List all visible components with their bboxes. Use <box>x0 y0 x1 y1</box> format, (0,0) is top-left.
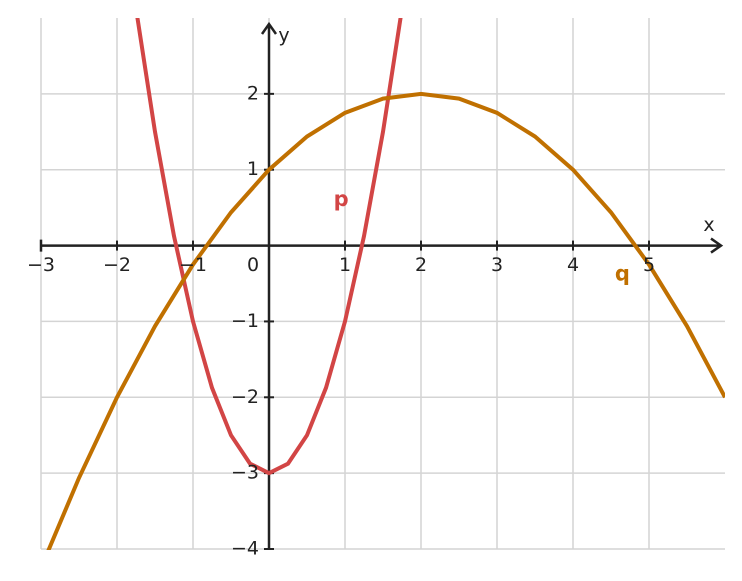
y-tick-label: −3 <box>231 462 259 484</box>
curve <box>135 18 403 476</box>
x-tick-label: 1 <box>339 254 351 276</box>
y-tick-label: −1 <box>231 310 259 332</box>
x-tick-label: −3 <box>27 254 55 276</box>
x-tick-label: −2 <box>103 254 131 276</box>
x-tick-label: 5 <box>643 254 655 276</box>
x-tick-label: 4 <box>567 254 579 276</box>
x-tick-label: 3 <box>491 254 503 276</box>
y-tick-label: −4 <box>231 538 259 560</box>
x-axis <box>39 237 724 254</box>
x-tick-label: 2 <box>415 254 427 276</box>
y-tick-label: 1 <box>247 158 259 180</box>
curve-label: q <box>615 261 630 285</box>
y-tick-label: −2 <box>231 386 259 408</box>
x-tick-label: 0 <box>247 254 259 276</box>
x-axis-label: x <box>703 214 714 236</box>
y-axis <box>260 21 278 549</box>
curve-label: p <box>334 187 349 211</box>
curve <box>46 91 725 550</box>
y-axis-label: y <box>278 25 289 47</box>
y-tick-label: 2 <box>247 82 259 104</box>
x-tick-label: −1 <box>179 254 207 276</box>
